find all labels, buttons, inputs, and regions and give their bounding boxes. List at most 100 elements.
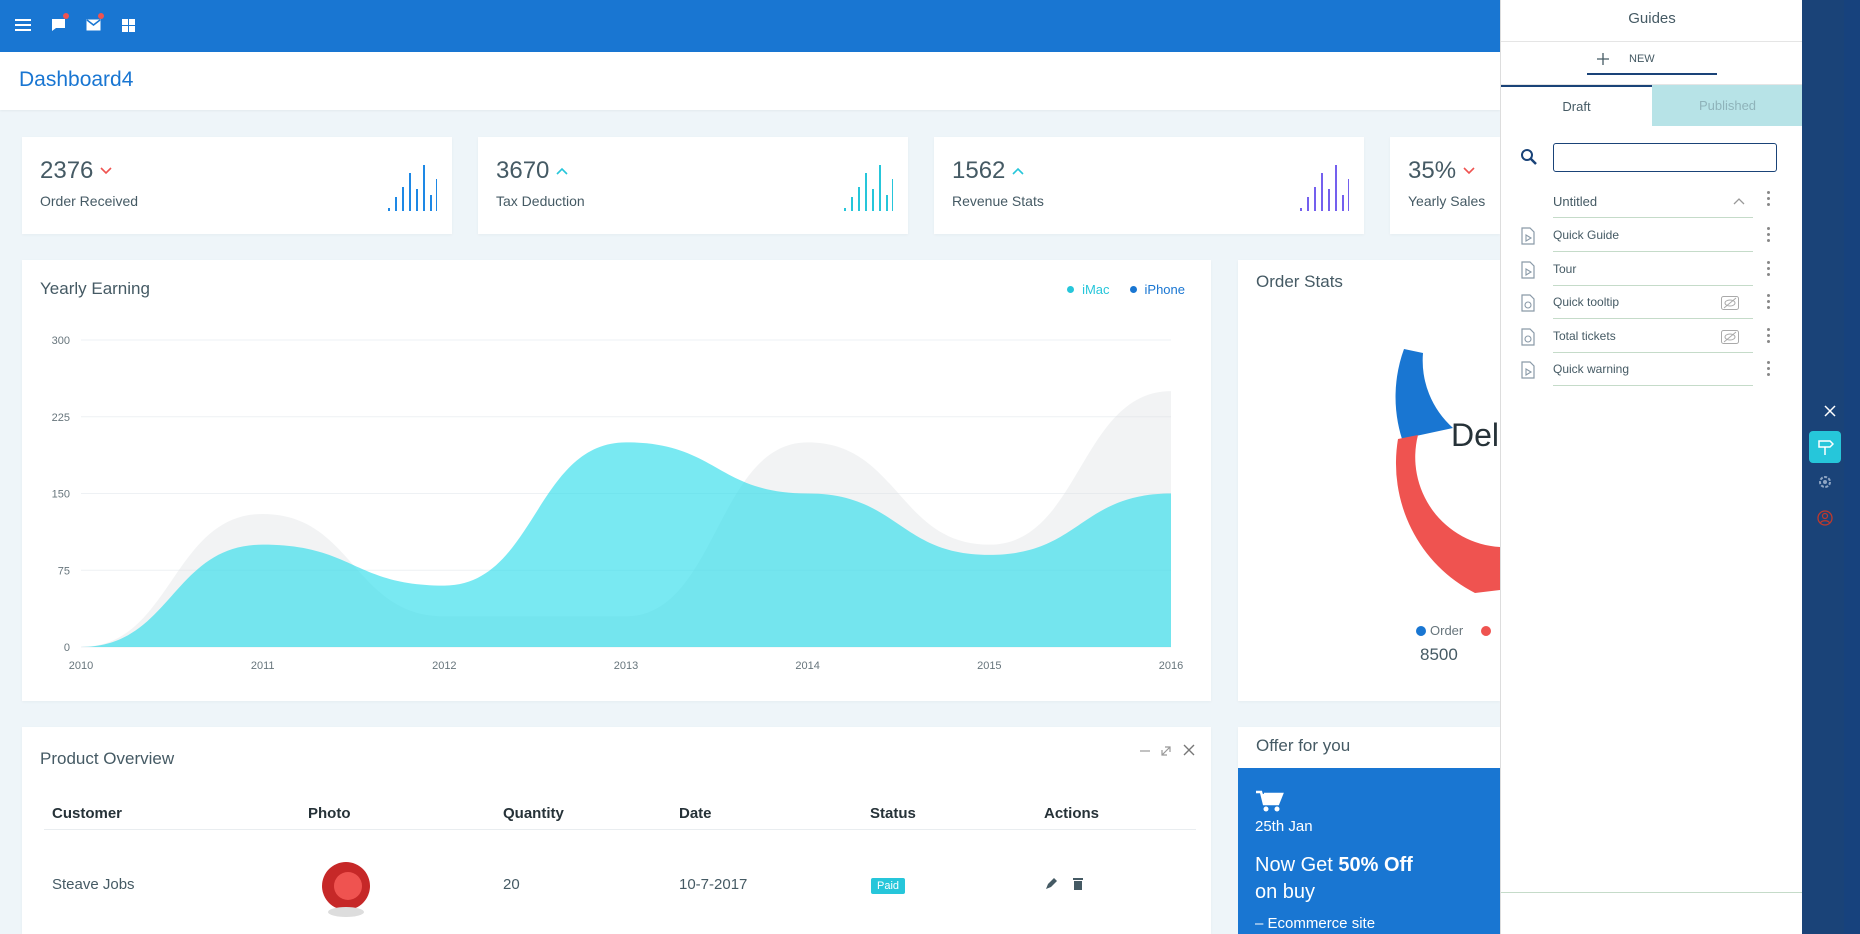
close-icon bbox=[1183, 744, 1195, 756]
delete-icon[interactable] bbox=[1072, 876, 1084, 890]
stat-card-yearly: 35% Yearly Sales bbox=[1390, 137, 1500, 234]
menu-icon[interactable] bbox=[12, 14, 34, 36]
stat-label: Tax Deduction bbox=[496, 193, 585, 209]
donut-legend-order: Order bbox=[1416, 623, 1492, 638]
more-options-icon[interactable] bbox=[1767, 191, 1771, 206]
play-file-icon bbox=[1521, 260, 1535, 279]
donut-segment-delivered bbox=[1395, 435, 1500, 593]
y-tick-label: 0 bbox=[64, 642, 70, 654]
more-options-icon[interactable] bbox=[1767, 260, 1771, 276]
offer-date: 25th Jan bbox=[1255, 818, 1313, 835]
mail-icon[interactable] bbox=[82, 13, 104, 36]
product-overview-card: Product Overview Customer Photo Quantity… bbox=[22, 727, 1211, 934]
guide-item[interactable]: Quick warning bbox=[1521, 353, 1781, 386]
quantity-cell: 20 bbox=[503, 876, 520, 893]
y-tick-label: 75 bbox=[58, 565, 70, 577]
area-chart: 300 225 150 75 0 2010 2011 2012 2013 2014 2015 2016 bbox=[52, 335, 1184, 672]
column-header: Actions bbox=[1044, 805, 1100, 822]
page-header: Dashboard4 bbox=[0, 52, 1500, 110]
offer-subtext: – Ecommerce site bbox=[1255, 915, 1376, 932]
guide-item-label: Tour bbox=[1553, 253, 1753, 286]
stat-card-revenue: 1562 Revenue Stats bbox=[934, 137, 1364, 234]
legend-item-iphone[interactable]: iPhone bbox=[1129, 282, 1185, 297]
panel-title: Guides bbox=[1628, 10, 1676, 27]
guide-item[interactable]: Quick Guide bbox=[1521, 219, 1781, 252]
search-icon bbox=[1521, 149, 1537, 165]
yearly-earning-card: Yearly Earning iMac iPhone 300 225 150 75 0 2… bbox=[22, 260, 1211, 701]
chevron-up-icon bbox=[556, 167, 568, 175]
status-badge: Paid bbox=[871, 878, 906, 894]
x-tick-label: 2011 bbox=[251, 660, 275, 672]
offer-text: Now Get 50% Off on buy bbox=[1255, 854, 1413, 903]
grid-icon[interactable] bbox=[117, 14, 139, 36]
guide-item-label: Quick tooltip bbox=[1553, 286, 1753, 319]
date-cell: 10-7-2017 bbox=[679, 876, 748, 893]
tab-published[interactable]: Published bbox=[1652, 85, 1803, 126]
stat-value: 35% bbox=[1408, 157, 1457, 184]
y-tick-label: 300 bbox=[52, 335, 70, 347]
page-title: Dashboard4 bbox=[19, 68, 134, 91]
guide-group-untitled[interactable]: Untitled bbox=[1553, 185, 1753, 218]
column-header: Photo bbox=[308, 805, 351, 822]
guide-item[interactable]: Total tickets bbox=[1521, 320, 1781, 353]
guide-item-label: Quick warning bbox=[1553, 353, 1753, 386]
chevron-down-icon bbox=[100, 167, 112, 175]
stat-card-tax: 3670 Tax Deduction bbox=[478, 137, 908, 234]
stat-label: Yearly Sales bbox=[1408, 193, 1486, 209]
donut-center-label: Del bbox=[1451, 417, 1500, 453]
guides-tab-button[interactable] bbox=[1809, 431, 1841, 463]
order-stats-card: Order Stats Del Order 8500 bbox=[1238, 260, 1500, 701]
guide-item[interactable]: Quick tooltip bbox=[1521, 286, 1781, 319]
chart-legend: iMac iPhone bbox=[1067, 282, 1185, 297]
play-file-icon bbox=[1521, 361, 1535, 379]
chat-icon[interactable] bbox=[47, 13, 69, 36]
card-title: Order Stats bbox=[1256, 272, 1343, 291]
x-tick-label: 2010 bbox=[69, 660, 93, 672]
x-tick-label: 2015 bbox=[977, 660, 1001, 672]
donut-legend-value: 8500 bbox=[1420, 645, 1458, 664]
close-panel-icon[interactable] bbox=[1824, 405, 1836, 417]
topbar bbox=[0, 0, 1500, 52]
more-options-icon[interactable] bbox=[1767, 294, 1771, 309]
hidden-eye-icon[interactable] bbox=[1721, 296, 1739, 310]
tooltip-file-icon bbox=[1521, 294, 1535, 312]
sparkline-chart bbox=[1300, 165, 1349, 211]
user-circle-icon[interactable] bbox=[1817, 510, 1833, 526]
guide-item[interactable]: Tour bbox=[1521, 253, 1781, 286]
stat-label: Revenue Stats bbox=[952, 193, 1044, 209]
series-area-imac bbox=[81, 442, 1171, 647]
sparkline-chart bbox=[844, 165, 893, 211]
more-options-icon[interactable] bbox=[1767, 361, 1771, 376]
legend-item-imac[interactable]: iMac bbox=[1067, 282, 1110, 297]
stat-value: 2376 bbox=[40, 157, 94, 184]
guide-item-label: Quick Guide bbox=[1553, 219, 1753, 252]
more-options-icon[interactable] bbox=[1767, 327, 1771, 343]
donut-chart bbox=[1395, 349, 1500, 593]
hidden-eye-icon[interactable] bbox=[1721, 329, 1739, 344]
table-divider bbox=[44, 829, 1196, 830]
notification-dot bbox=[98, 13, 104, 19]
more-options-icon[interactable] bbox=[1767, 227, 1771, 242]
signpost-icon bbox=[1818, 440, 1834, 455]
scrollbar-track[interactable] bbox=[1844, 0, 1860, 934]
edit-icon[interactable] bbox=[1044, 877, 1058, 891]
gear-icon[interactable] bbox=[1817, 474, 1833, 490]
customer-cell: Steave Jobs bbox=[52, 876, 135, 893]
product-photo bbox=[322, 862, 370, 917]
column-header: Date bbox=[679, 805, 712, 822]
tab-draft[interactable]: Draft bbox=[1501, 85, 1652, 126]
plus-icon bbox=[1597, 53, 1609, 65]
column-header: Customer bbox=[52, 805, 123, 822]
x-tick-label: 2012 bbox=[432, 660, 456, 672]
offer-banner: 25th Jan Now Get 50% Off on buy – Ecommer… bbox=[1238, 768, 1500, 934]
card-controls bbox=[1140, 744, 1195, 756]
y-tick-label: 150 bbox=[52, 489, 70, 501]
sparkline-chart bbox=[388, 165, 437, 211]
stat-value: 3670 bbox=[496, 157, 550, 184]
card-title: Yearly Earning bbox=[40, 279, 150, 298]
card-title: Product Overview bbox=[40, 749, 175, 768]
x-tick-label: 2013 bbox=[614, 660, 638, 672]
new-guide-button[interactable]: NEW bbox=[1587, 45, 1717, 75]
offer-header: Offer for you bbox=[1238, 727, 1500, 768]
search-input[interactable] bbox=[1553, 143, 1777, 172]
